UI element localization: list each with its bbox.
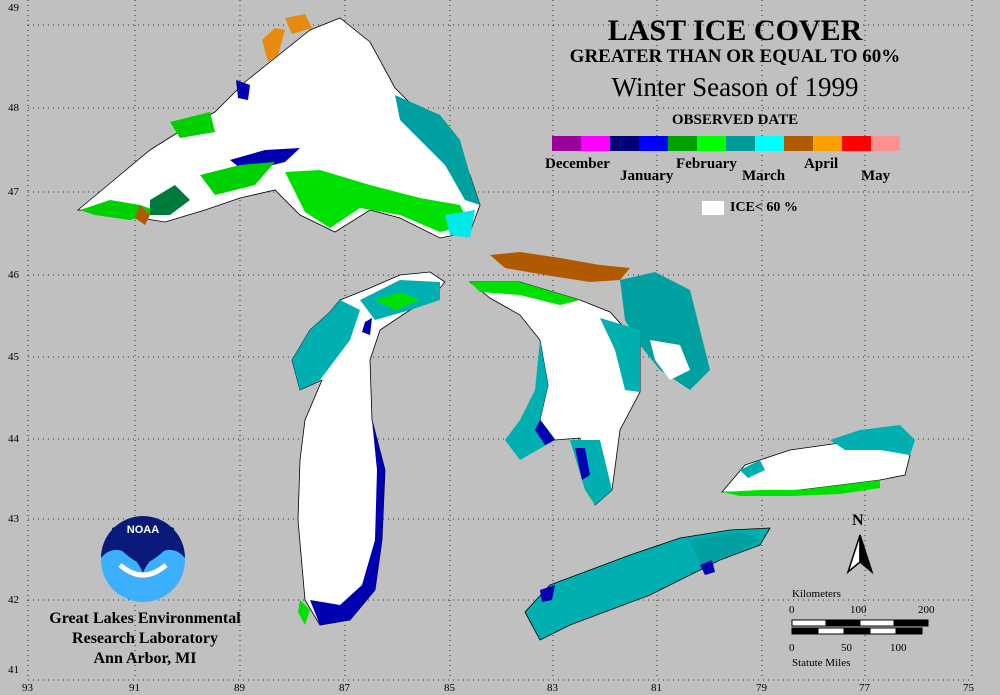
- ice-swatch: [702, 201, 724, 215]
- legend-color-swatch: [610, 136, 639, 151]
- legend-month-march: March: [742, 168, 786, 184]
- org-line3: Ann Arbor, MI: [93, 650, 197, 667]
- legend-color-swatch: [552, 136, 581, 151]
- legend-month-april: April: [804, 156, 839, 172]
- legend-color-swatch: [697, 136, 726, 151]
- logo-text: NOAA: [127, 524, 159, 536]
- lat-label: 48: [8, 102, 19, 114]
- scale-km-label: Kilometers: [792, 588, 841, 600]
- scale-km-tick: 200: [918, 604, 935, 616]
- lon-label: 75: [963, 682, 974, 694]
- legend-color-swatch: [639, 136, 668, 151]
- lon-label: 83: [547, 682, 558, 694]
- lon-label: 77: [859, 682, 870, 694]
- north-label: N: [852, 512, 864, 529]
- lon-label: 93: [22, 682, 33, 694]
- lat-label: 43: [8, 513, 19, 525]
- legend-month-february: February: [676, 156, 737, 172]
- legend-color-swatch: [755, 136, 784, 151]
- scale-mi-tick: 50: [841, 642, 852, 654]
- scale-km-tick: 100: [850, 604, 867, 616]
- legend-color-swatch: [581, 136, 610, 151]
- lat-label: 46: [8, 269, 19, 281]
- lon-label: 81: [651, 682, 662, 694]
- lake-superior: [76, 14, 481, 239]
- legend-color-swatch: [726, 136, 755, 151]
- legend-colorbar: [552, 136, 900, 151]
- legend-color-swatch: [842, 136, 871, 151]
- lon-label: 91: [129, 682, 140, 694]
- lake-erie: [524, 527, 771, 641]
- north-arrow-icon: [846, 534, 874, 575]
- scale-mi-tick: 0: [789, 642, 795, 654]
- scale-bar: [791, 619, 929, 635]
- lat-label: 49: [8, 2, 19, 14]
- lat-label: 47: [8, 186, 19, 198]
- season-title: Winter Season of 1999: [611, 72, 859, 102]
- legend-color-swatch: [668, 136, 697, 151]
- lon-label: 87: [339, 682, 350, 694]
- legend-month-december: December: [545, 156, 610, 172]
- org-line1: Great Lakes Environmental: [49, 610, 241, 627]
- legend-heading: OBSERVED DATE: [671, 112, 799, 128]
- legend-color-swatch: [784, 136, 813, 151]
- lon-label: 85: [444, 682, 455, 694]
- scale-km-tick: 0: [789, 604, 795, 616]
- ice-label: ICE< 60 %: [730, 200, 798, 215]
- scale-mi-tick: 100: [890, 642, 907, 654]
- lake-michigan: [291, 271, 446, 626]
- lake-huron: [468, 252, 710, 506]
- map-subtitle: GREATER THAN OR EQUAL TO 60%: [569, 46, 901, 67]
- legend-color-swatch: [871, 136, 900, 151]
- lat-label: 44: [8, 433, 19, 445]
- legend-color-swatch: [813, 136, 842, 151]
- legend-month-may: May: [861, 168, 891, 184]
- lon-label: 79: [756, 682, 767, 694]
- lat-label: 45: [8, 351, 19, 363]
- map-title: LAST ICE COVER: [607, 14, 863, 47]
- scale-mi-label: Statute Miles: [792, 657, 851, 669]
- org-line2: Research Laboratory: [72, 630, 218, 647]
- lat-label: 42: [8, 594, 19, 606]
- lake-ontario: [721, 425, 915, 496]
- lon-label: 89: [234, 682, 245, 694]
- lat-label: 41: [8, 664, 19, 676]
- legend-month-january: January: [620, 168, 674, 184]
- noaa-logo-icon: NOAA: [101, 516, 185, 602]
